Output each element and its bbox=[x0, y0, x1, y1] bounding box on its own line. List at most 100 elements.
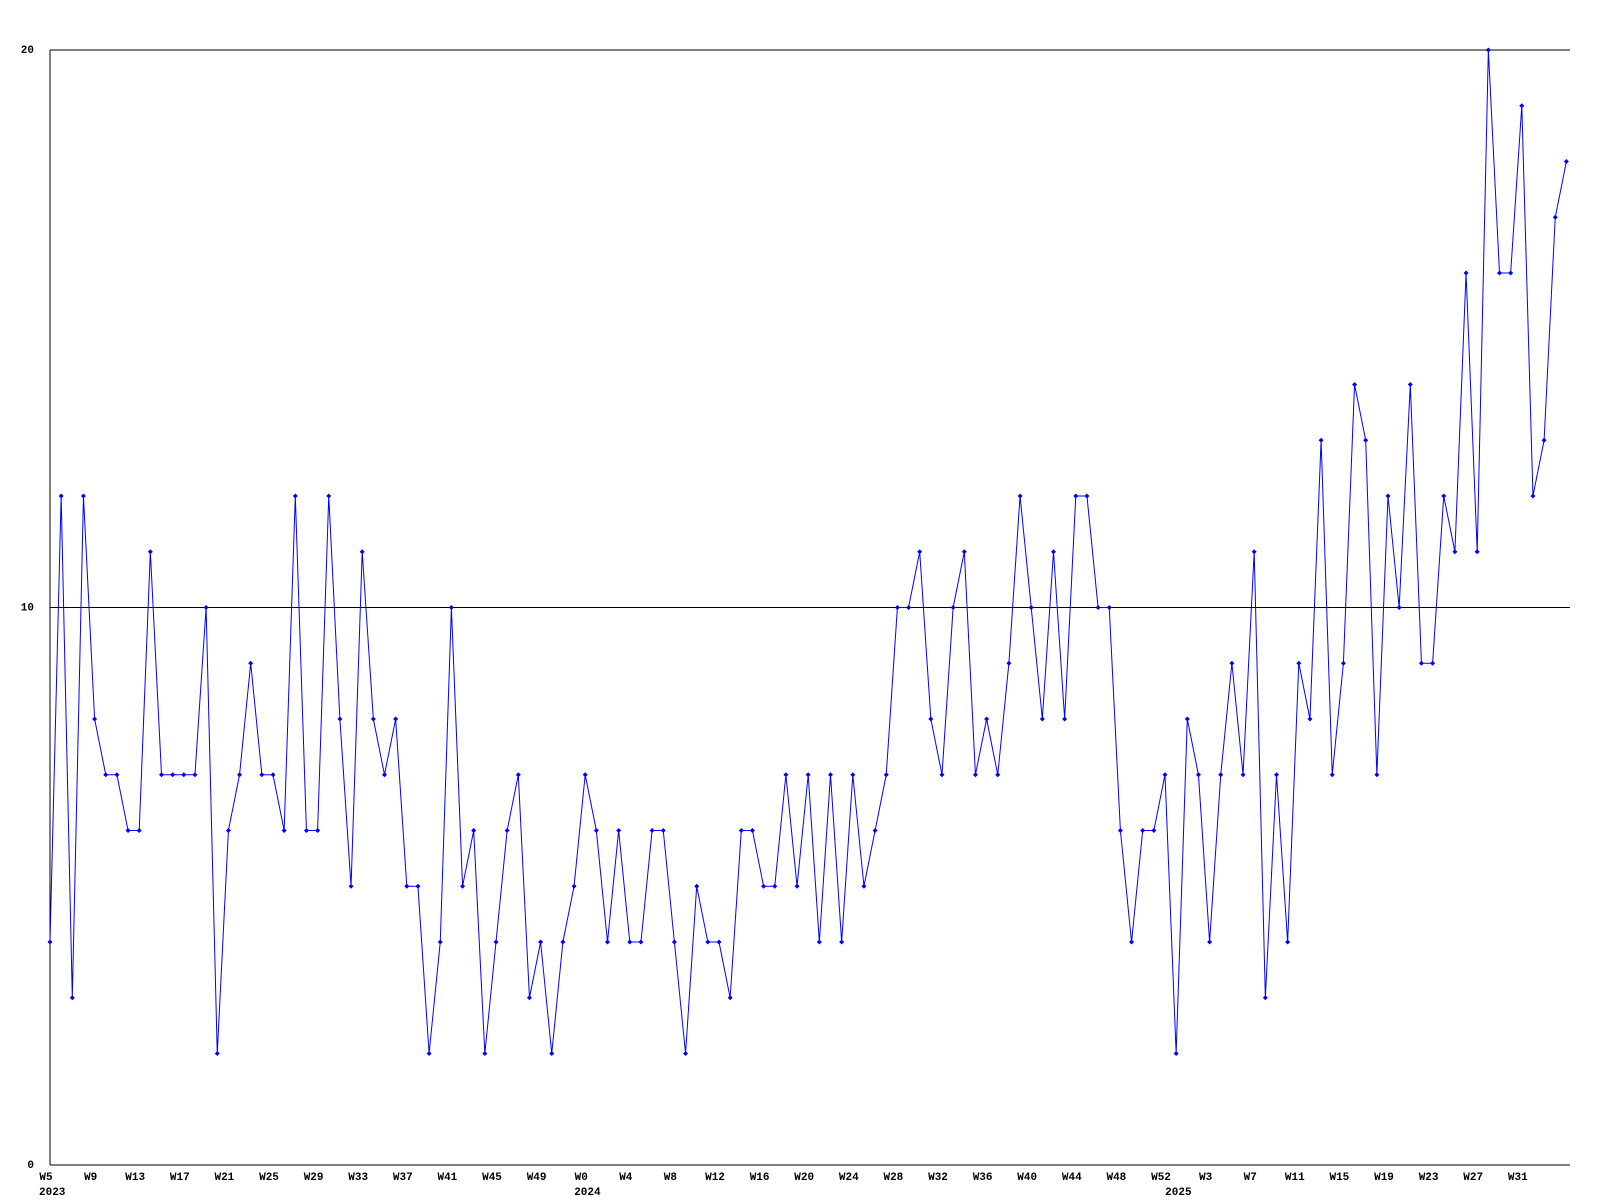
data-point bbox=[605, 939, 610, 945]
data-point bbox=[248, 660, 254, 666]
data-point bbox=[303, 828, 309, 833]
data-point bbox=[237, 772, 243, 778]
data-point bbox=[560, 939, 566, 945]
x-tick-label: W36 bbox=[973, 1172, 993, 1184]
data-point bbox=[1218, 772, 1224, 778]
x-tick-label: W12 bbox=[705, 1172, 725, 1184]
x-tick-label: W45 bbox=[482, 1172, 502, 1184]
x-tick-label: W33 bbox=[348, 1172, 368, 1184]
data-point bbox=[683, 1051, 689, 1056]
data-point bbox=[1485, 47, 1491, 53]
data-point bbox=[192, 772, 198, 778]
data-point bbox=[292, 493, 298, 499]
x-tick-label: W13 bbox=[125, 1172, 145, 1184]
data-line bbox=[49, 49, 1567, 1054]
data-point bbox=[571, 883, 577, 889]
data-point bbox=[906, 605, 912, 610]
x-tick-label: W49 bbox=[527, 1172, 547, 1184]
data-point bbox=[359, 549, 365, 555]
data-point bbox=[649, 828, 655, 833]
x-tick-label: W48 bbox=[1106, 1172, 1126, 1184]
data-point bbox=[593, 828, 599, 833]
data-point bbox=[1396, 605, 1402, 610]
data-point bbox=[984, 716, 990, 722]
x-tick-label: W25 bbox=[259, 1172, 279, 1184]
data-point bbox=[326, 493, 332, 499]
data-point bbox=[1084, 493, 1090, 499]
data-point bbox=[939, 772, 945, 778]
data-point bbox=[828, 772, 833, 778]
x-tick-label: W8 bbox=[664, 1172, 678, 1184]
data-point bbox=[727, 995, 733, 1001]
data-point bbox=[1229, 660, 1235, 666]
data-point bbox=[917, 549, 923, 555]
data-point bbox=[716, 939, 722, 945]
data-point bbox=[839, 939, 845, 945]
data-point bbox=[448, 605, 454, 610]
data-point bbox=[370, 716, 376, 722]
x-tick-label: W23 bbox=[1419, 1172, 1439, 1184]
data-point bbox=[103, 772, 109, 778]
x-tick-label: W0 bbox=[575, 1172, 588, 1184]
data-point bbox=[337, 716, 343, 722]
data-point bbox=[1129, 939, 1135, 945]
data-point bbox=[671, 939, 677, 945]
data-point bbox=[894, 605, 900, 610]
x-tick-label: W5 bbox=[39, 1172, 53, 1184]
data-point bbox=[1385, 493, 1391, 499]
data-point bbox=[1563, 159, 1569, 164]
data-point bbox=[1262, 995, 1268, 1001]
x-year-label: 2023 bbox=[39, 1187, 66, 1199]
data-point bbox=[1073, 493, 1079, 499]
data-point bbox=[1430, 660, 1436, 666]
data-point bbox=[761, 883, 767, 889]
data-point bbox=[1474, 549, 1480, 555]
data-point bbox=[415, 883, 421, 889]
data-point bbox=[783, 772, 789, 778]
x-tick-label: W52 bbox=[1151, 1172, 1171, 1184]
x-tick-label: W28 bbox=[883, 1172, 903, 1184]
x-tick-label: W15 bbox=[1329, 1172, 1349, 1184]
data-point bbox=[928, 716, 934, 722]
data-point bbox=[961, 549, 967, 555]
data-point bbox=[1296, 660, 1302, 666]
x-tick-label: W19 bbox=[1374, 1172, 1394, 1184]
data-point bbox=[660, 828, 666, 833]
x-tick-label: W11 bbox=[1285, 1172, 1305, 1184]
data-point bbox=[694, 883, 700, 889]
data-point bbox=[972, 772, 978, 778]
data-point bbox=[816, 939, 822, 945]
data-point bbox=[850, 772, 856, 778]
x-year-label: 2025 bbox=[1165, 1187, 1192, 1199]
x-tick-label: W20 bbox=[794, 1172, 814, 1184]
data-point bbox=[214, 1051, 220, 1056]
data-point bbox=[1363, 437, 1369, 443]
data-point bbox=[1195, 772, 1201, 778]
data-point bbox=[281, 828, 287, 833]
data-point bbox=[1151, 828, 1157, 833]
x-year-label: 2024 bbox=[574, 1187, 601, 1199]
data-point bbox=[1318, 437, 1324, 443]
data-point bbox=[1497, 270, 1502, 276]
data-point bbox=[504, 828, 510, 833]
data-point bbox=[1329, 772, 1335, 778]
data-point bbox=[58, 493, 64, 499]
data-point bbox=[1530, 493, 1536, 499]
data-point bbox=[538, 939, 544, 945]
x-tick-label: W37 bbox=[393, 1172, 413, 1184]
x-tick-label: W24 bbox=[839, 1172, 859, 1184]
data-point bbox=[382, 772, 387, 778]
data-point bbox=[1251, 549, 1257, 555]
data-point bbox=[638, 939, 644, 945]
x-tick-label: W7 bbox=[1244, 1172, 1257, 1184]
data-point bbox=[1062, 716, 1068, 722]
x-tick-label: W21 bbox=[214, 1172, 234, 1184]
data-point bbox=[1541, 437, 1547, 443]
data-point bbox=[1552, 214, 1558, 220]
data-point bbox=[515, 772, 521, 778]
data-point bbox=[460, 883, 466, 889]
data-point bbox=[1039, 716, 1045, 722]
data-point bbox=[616, 828, 622, 833]
